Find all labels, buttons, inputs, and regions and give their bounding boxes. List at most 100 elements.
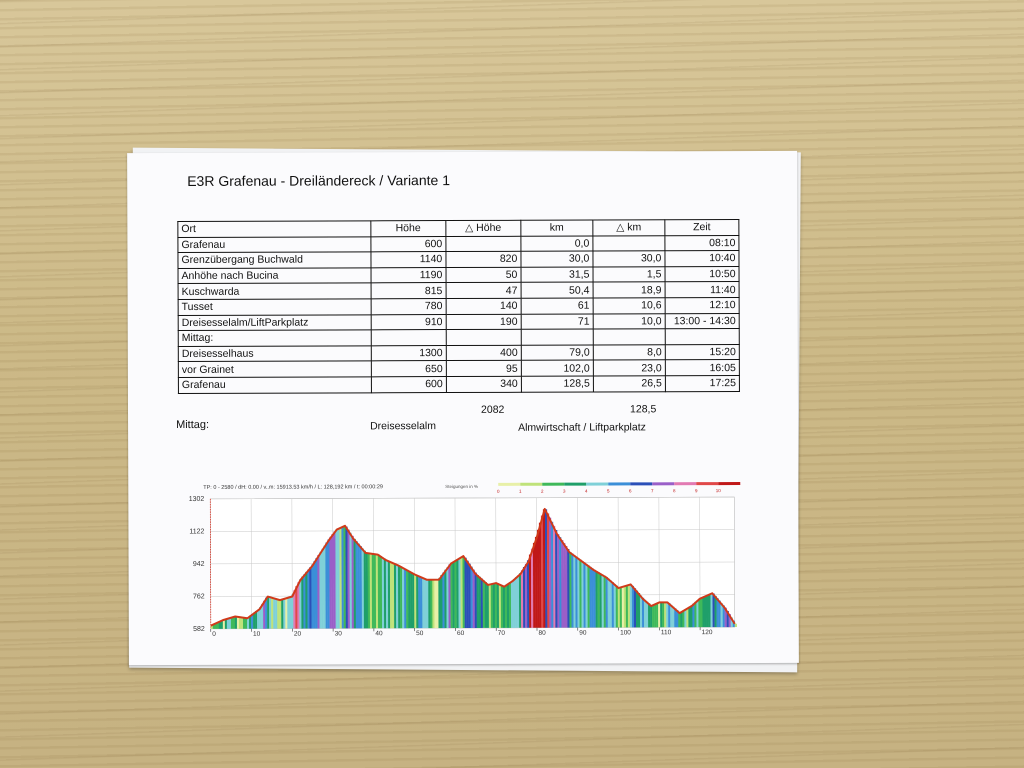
- cell-delta-km: 30,0: [592, 250, 665, 267]
- slope-stripe: [553, 525, 556, 628]
- slope-stripe: [720, 602, 723, 628]
- slope-stripe: [670, 604, 673, 628]
- slope-stripe: [684, 609, 687, 628]
- legend-swatch: [652, 482, 675, 486]
- cell-ort: vor Grainet: [178, 361, 372, 378]
- cell-delta-hoehe: 340: [446, 376, 522, 393]
- cell-delta-km: [592, 235, 665, 252]
- slope-stripe: [325, 542, 328, 629]
- legend-swatch: [674, 482, 697, 486]
- slope-stripe: [478, 576, 482, 628]
- grid-line-h: [210, 496, 735, 500]
- slope-stripe: [416, 575, 419, 629]
- slope-stripe: [331, 534, 334, 629]
- cell-delta-km: 23,0: [593, 360, 666, 376]
- slope-stripe: [402, 567, 405, 629]
- slope-stripe: [484, 582, 488, 628]
- slope-stripe: [339, 527, 342, 629]
- slope-stripe: [317, 554, 320, 629]
- legend-swatch: [630, 482, 653, 486]
- slope-stripe: [631, 585, 635, 628]
- slope-stripe: [617, 587, 621, 628]
- slope-stripe: [522, 567, 526, 628]
- slope-stripe: [625, 585, 629, 628]
- cell-delta-hoehe: 400: [446, 345, 522, 361]
- slope-stripe: [253, 612, 256, 629]
- slope-stripe: [690, 605, 693, 628]
- slope-stripe: [714, 595, 717, 628]
- slope-stripe: [351, 535, 355, 629]
- cell-delta-hoehe: 190: [445, 313, 522, 330]
- slope-stripe: [548, 517, 552, 628]
- slope-stripe: [387, 560, 391, 629]
- slope-stripe: [633, 588, 637, 628]
- x-axis-ticks: 0 10 20 30 40 50 60 70 80 90 100 110 120: [210, 627, 713, 638]
- slope-stripe: [303, 574, 306, 629]
- slope-stripe: [458, 557, 461, 629]
- slope-stripe: [530, 548, 534, 628]
- slope-stripe: [434, 579, 437, 629]
- cell-hoehe: 650: [371, 360, 447, 377]
- slope-stripe: [301, 576, 304, 629]
- cell-zeit: 08:10: [664, 235, 739, 251]
- table-row: Dreisesselhaus 1300 400 79,0 8,0 15:20: [178, 344, 740, 362]
- document-sheet: E3R Grafenau - Dreiländereck / Variante …: [127, 150, 799, 666]
- slope-stripe: [490, 583, 494, 628]
- slope-stripe: [424, 578, 427, 629]
- slope-stripe: [468, 563, 471, 628]
- slope-stripe: [629, 584, 633, 628]
- slope-stripe: [571, 553, 574, 628]
- slope-stripe: [567, 549, 570, 628]
- slope-stripe: [321, 548, 324, 629]
- slope-stripe: [643, 599, 647, 628]
- legend-tick-label: 5: [607, 488, 610, 493]
- slope-stripe: [369, 553, 373, 629]
- slope-stripe: [734, 623, 737, 628]
- slope-stripe: [375, 554, 379, 629]
- header-hoehe: Höhe: [370, 220, 446, 237]
- slope-stripe: [420, 576, 423, 629]
- cell-hoehe: 600: [370, 236, 446, 253]
- cell-hoehe: 780: [370, 298, 446, 315]
- slope-stripe: [516, 575, 520, 628]
- route-table: Ort Höhe △ Höhe km △ km Zeit Grafenau 600…: [177, 219, 740, 394]
- slope-stripe: [662, 602, 665, 628]
- cell-ort: Anhöhe nach Bucina: [178, 267, 371, 284]
- cell-hoehe: [370, 329, 447, 346]
- slope-stripe: [621, 586, 625, 628]
- slope-stripe: [220, 620, 224, 629]
- slope-stripe: [710, 593, 713, 628]
- slope-stripe: [462, 556, 465, 629]
- legend-swatch: [696, 482, 719, 486]
- legend-swatch: [564, 482, 587, 486]
- mittag-label: Mittag:: [176, 418, 210, 432]
- slope-stripe: [222, 619, 226, 629]
- slope-stripe: [534, 536, 538, 628]
- cell-km: 79,0: [521, 344, 594, 361]
- slope-stripe: [379, 556, 383, 629]
- slope-stripe: [605, 576, 608, 628]
- slope-stripe: [442, 572, 445, 629]
- legend-swatch: [608, 482, 631, 486]
- cell-km: 61: [520, 298, 594, 314]
- slope-stripe: [601, 574, 604, 628]
- slope-stripe: [676, 610, 679, 628]
- cell-delta-hoehe: 95: [446, 360, 522, 377]
- slope-stripe: [448, 564, 451, 629]
- slope-stripe: [512, 578, 516, 628]
- slope-stripe: [389, 561, 393, 629]
- slope-stripe: [299, 579, 302, 629]
- slope-stripe: [383, 558, 387, 629]
- x-tick-label: 80: [539, 630, 547, 637]
- cell-km: 102,0: [521, 360, 594, 377]
- slope-stripe: [275, 598, 278, 629]
- slope-stripe: [652, 604, 655, 628]
- slope-stripe: [224, 619, 228, 629]
- slope-stripe: [404, 568, 407, 629]
- slope-stripe: [666, 602, 669, 628]
- slope-stripe: [532, 542, 536, 628]
- slope-stripe: [277, 599, 280, 629]
- slope-stripe: [658, 602, 661, 628]
- slope-stripe: [686, 607, 689, 628]
- legend-title: Steigungen in %: [445, 484, 478, 489]
